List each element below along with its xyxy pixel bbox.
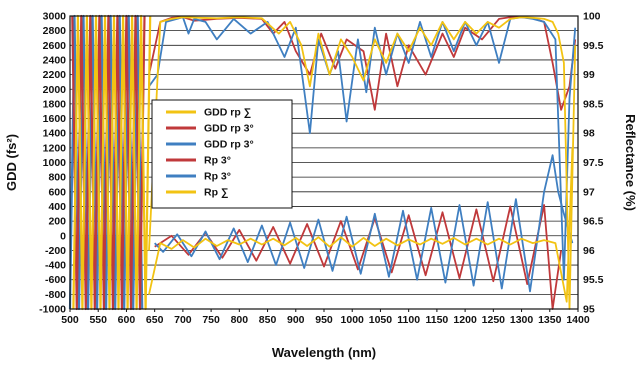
y-left-tick-label-11: 1200 (43, 142, 67, 154)
y-left-tick-label-2: -600 (45, 274, 66, 286)
x-axis-ticks: 500 550 600 650 700 750 800 850 900 950 1000 1050 11… (61, 309, 590, 326)
x-tick-label-9: 950 (315, 314, 333, 326)
series-line-0 (154, 204, 562, 310)
legend-box (151, 99, 293, 209)
x-tick-label-16: 1300 (510, 314, 534, 326)
y-right-tick-label-6: 98 (583, 128, 595, 140)
y-right-tick-label-2: 96 (583, 245, 595, 257)
y-left-tick-label-7: 400 (48, 201, 66, 213)
y-right-tick-label-0: 95 (583, 304, 595, 316)
y-left-tick-label-19: 2800 (43, 25, 67, 37)
x-tick-label-13: 1150 (425, 314, 448, 326)
y-left-tick-label-0: -1000 (39, 304, 66, 316)
series-line-1 (154, 154, 574, 293)
y-right-tick-label-3: 96.5 (583, 216, 604, 228)
x-tick-label-3: 650 (146, 314, 164, 326)
x-tick-label-18: 1400 (566, 314, 590, 326)
y-left-tick-label-18: 2600 (43, 40, 67, 52)
x-tick-label-17: 1350 (538, 314, 562, 326)
y-left-tick-label-5: 0 (60, 230, 66, 242)
legend: GDD rp ∑ GDD rp 3° GDD rp 3° Rp 3° Rp 3° Rp ∑ (151, 99, 293, 209)
x-tick-label-6: 800 (231, 314, 249, 326)
y-left-tick-label-14: 1800 (43, 98, 67, 110)
y-right-axis-ticks: 95 95.5 96 96.5 97 97.5 98 98.5 99 99.5 100 (583, 11, 604, 316)
y-left-tick-label-12: 1400 (43, 128, 67, 140)
y-left-axis-title: GDD (fs²) (4, 134, 19, 191)
y-right-tick-label-1: 95.5 (583, 274, 604, 286)
x-tick-label-7: 850 (259, 314, 277, 326)
y-left-tick-label-9: 800 (48, 172, 66, 184)
x-tick-label-4: 700 (174, 314, 192, 326)
x-tick-label-14: 1200 (453, 314, 477, 326)
y-left-axis-ticks: -1000 -800 -600 -400 -200 0 200 400 600 800 1000 12… (39, 11, 66, 316)
x-tick-label-11: 1050 (369, 314, 393, 326)
y-left-tick-label-20: 3000 (43, 11, 67, 23)
y-left-tick-label-8: 600 (48, 186, 66, 198)
legend-label-5: Rp ∑ (204, 187, 228, 199)
y-right-tick-label-4: 97 (583, 186, 595, 198)
y-right-tick-label-5: 97.5 (583, 157, 604, 169)
y-right-tick-label-9: 99.5 (583, 40, 604, 52)
legend-label-2: GDD rp 3° (204, 139, 254, 151)
series-line-8 (72, 14, 152, 311)
x-tick-label-8: 900 (287, 314, 305, 326)
series-layer (68, 14, 577, 311)
x-tick-label-2: 600 (118, 314, 136, 326)
x-tick-label-15: 1250 (482, 314, 506, 326)
y-right-tick-label-8: 99 (583, 69, 595, 81)
legend-label-3: Rp 3° (204, 155, 231, 167)
series-line-5 (148, 16, 577, 310)
x-tick-label-1: 550 (89, 314, 107, 326)
y-left-tick-label-16: 2200 (43, 69, 67, 81)
y-right-tick-label-7: 98.5 (583, 98, 604, 110)
y-right-tick-label-10: 100 (583, 11, 601, 23)
y-left-tick-label-4: -200 (45, 245, 66, 257)
x-tick-label-5: 750 (202, 314, 220, 326)
series-line-2 (148, 147, 574, 303)
y-left-tick-label-15: 2000 (43, 84, 67, 96)
x-axis-title: Wavelength (nm) (272, 345, 376, 360)
y-left-tick-label-17: 2400 (43, 54, 67, 66)
y-left-tick-label-6: 200 (48, 216, 66, 228)
legend-label-4: Rp 3° (204, 171, 231, 183)
legend-label-0: GDD rp ∑ (204, 107, 251, 119)
x-tick-label-10: 1000 (341, 314, 365, 326)
y-left-tick-label-13: 1600 (43, 113, 67, 125)
y-left-tick-label-10: 1000 (43, 157, 67, 169)
y-left-tick-label-1: -800 (45, 289, 66, 301)
x-tick-label-12: 1100 (397, 314, 420, 326)
y-right-axis-title: Reflectance (%) (623, 114, 638, 211)
y-left-tick-label-3: -400 (45, 260, 66, 272)
x-tick-label-0: 500 (61, 314, 79, 326)
legend-label-1: GDD rp 3° (204, 123, 254, 135)
